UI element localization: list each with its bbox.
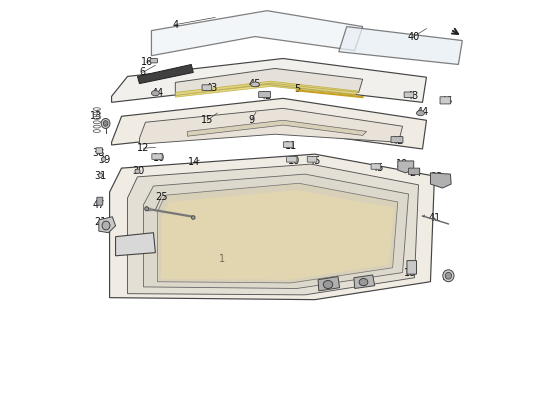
Polygon shape [354,275,375,288]
FancyBboxPatch shape [307,156,317,162]
Polygon shape [175,81,359,97]
Ellipse shape [251,82,260,87]
FancyBboxPatch shape [371,164,381,169]
Text: 31: 31 [94,171,107,181]
Text: 39: 39 [98,155,111,165]
FancyBboxPatch shape [152,154,162,159]
Polygon shape [175,68,362,96]
Text: 14: 14 [188,157,201,167]
Text: 8: 8 [131,240,138,250]
Text: 47: 47 [92,200,105,210]
Polygon shape [140,108,403,144]
Text: a passion: a passion [181,262,273,281]
Polygon shape [112,58,426,102]
Text: 43: 43 [406,91,419,101]
Ellipse shape [145,207,148,211]
Polygon shape [151,11,362,56]
Text: 45: 45 [249,80,261,90]
FancyBboxPatch shape [258,92,271,98]
Text: 15: 15 [201,115,213,125]
Text: 46: 46 [441,96,453,106]
Polygon shape [109,154,434,300]
Text: 1: 1 [219,254,226,264]
FancyBboxPatch shape [391,137,403,143]
Ellipse shape [135,169,140,174]
Text: 38: 38 [93,148,105,158]
FancyBboxPatch shape [202,85,212,90]
Ellipse shape [323,280,333,288]
FancyBboxPatch shape [283,142,293,147]
Text: 2: 2 [102,119,109,129]
Text: 30: 30 [133,166,145,176]
Text: 25: 25 [155,192,168,202]
Text: 18: 18 [404,268,416,278]
Text: 22: 22 [324,279,336,289]
Text: 23: 23 [430,172,443,182]
Ellipse shape [443,270,454,282]
Polygon shape [161,190,394,280]
Ellipse shape [101,157,106,162]
Polygon shape [112,98,426,149]
Text: 45: 45 [309,156,321,166]
Text: 13: 13 [90,111,102,121]
Ellipse shape [359,278,368,286]
Text: 9: 9 [248,115,254,125]
Text: 40: 40 [408,32,420,42]
Ellipse shape [445,272,452,279]
Text: 10: 10 [153,153,166,163]
Text: 44: 44 [416,107,428,117]
Ellipse shape [102,221,110,230]
Polygon shape [318,276,339,291]
Text: 24: 24 [409,168,421,178]
Text: 12: 12 [138,143,150,153]
Text: 45: 45 [372,163,384,173]
Text: 21: 21 [94,217,107,227]
Polygon shape [431,173,451,188]
Ellipse shape [101,118,110,128]
Polygon shape [157,183,398,283]
Ellipse shape [103,121,108,126]
FancyBboxPatch shape [150,58,157,63]
Polygon shape [116,233,156,256]
Polygon shape [138,64,193,84]
Text: 41: 41 [428,213,441,223]
Ellipse shape [416,110,425,116]
Text: 16: 16 [140,58,153,68]
Text: 44: 44 [151,88,163,98]
Text: 43: 43 [205,83,217,93]
Ellipse shape [151,90,159,96]
Text: 4: 4 [172,20,178,30]
Text: 42: 42 [392,136,404,146]
Text: 10: 10 [288,156,300,166]
Polygon shape [188,120,367,136]
Text: e: e [184,203,223,260]
Text: 5: 5 [294,84,300,94]
Text: 17: 17 [442,272,455,282]
Ellipse shape [98,173,103,178]
FancyBboxPatch shape [96,148,102,153]
Ellipse shape [191,216,195,219]
Text: 6: 6 [140,68,146,78]
FancyBboxPatch shape [407,260,416,274]
FancyBboxPatch shape [440,97,450,104]
FancyBboxPatch shape [404,92,414,98]
Polygon shape [144,174,409,288]
FancyBboxPatch shape [287,156,297,162]
Text: 42: 42 [260,91,272,101]
Polygon shape [398,161,414,173]
Polygon shape [339,27,463,64]
Text: 11: 11 [285,141,297,151]
FancyBboxPatch shape [97,197,103,205]
FancyBboxPatch shape [409,168,420,174]
Text: 20: 20 [356,278,368,288]
Polygon shape [99,217,116,233]
Polygon shape [128,164,419,295]
Text: 19: 19 [397,159,409,169]
